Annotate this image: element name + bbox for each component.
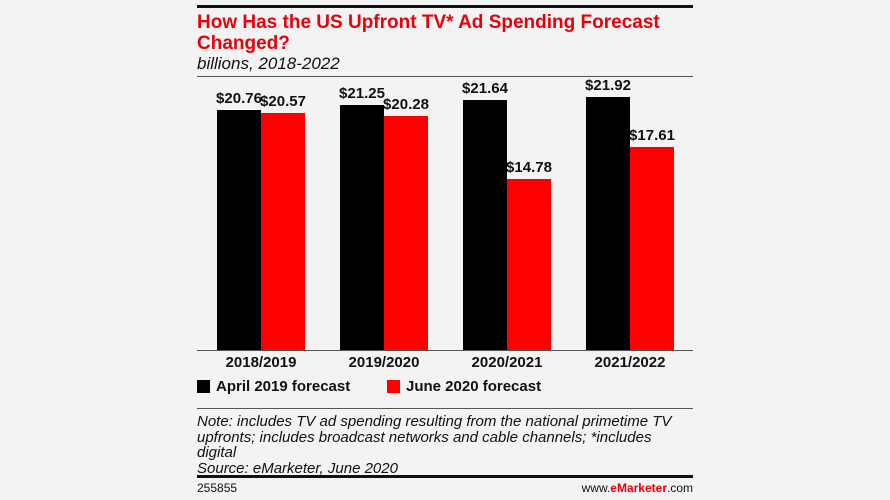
- site-suffix: .com: [666, 481, 693, 495]
- note-text: Note: includes TV ad spending resulting …: [197, 413, 672, 461]
- legend-label: June 2020 forecast: [406, 378, 542, 395]
- bar-april-2019/2020: [340, 104, 384, 350]
- legend-swatch-black: [197, 380, 210, 393]
- title-divider: [197, 76, 693, 77]
- site-prefix: www.: [581, 481, 611, 495]
- bar-april-2021/2022: [586, 96, 630, 350]
- legend-label: April 2019 forecast: [216, 378, 351, 395]
- site-url[interactable]: www.eMarketer.com: [582, 481, 693, 495]
- x-tick-label: 2018/2019: [225, 354, 297, 371]
- data-label: $20.28: [383, 95, 429, 113]
- legend-item-april: April 2019 forecast: [197, 378, 350, 395]
- bar-june-2018/2019: [261, 112, 305, 350]
- bar-june-2019/2020: [384, 115, 428, 350]
- x-axis: [197, 350, 693, 351]
- data-label: $20.57: [260, 92, 306, 110]
- chart-id: 255855: [197, 481, 238, 495]
- data-label: $14.78: [506, 159, 552, 177]
- data-label: $20.76: [216, 90, 262, 108]
- data-label: $21.92: [585, 76, 631, 94]
- note-divider: [197, 408, 693, 409]
- bar-june-2020/2021: [507, 179, 551, 350]
- data-label: $21.25: [339, 84, 385, 102]
- chart-title: How Has the US Upfront TV* Ad Spending F…: [197, 12, 660, 54]
- x-tick-label: 2021/2022: [594, 354, 666, 371]
- legend-item-june: June 2020 forecast: [387, 378, 541, 395]
- legend-swatch-red: [387, 380, 400, 393]
- note: Note: includes TV ad spending resulting …: [197, 414, 693, 476]
- bar-june-2021/2022: [630, 146, 674, 350]
- x-tick-label: 2019/2020: [348, 354, 420, 371]
- data-label: $21.64: [462, 80, 508, 98]
- x-tick-label: 2020/2021: [471, 354, 543, 371]
- site-brand: eMarketer: [610, 481, 667, 495]
- bottom-rule: [197, 475, 693, 478]
- top-rule: [197, 5, 693, 8]
- chart-subtitle: billions, 2018-2022: [197, 54, 340, 73]
- bar-april-2018/2019: [217, 110, 261, 350]
- source-text: Source: eMarketer, June 2020: [197, 459, 398, 477]
- data-label: $17.61: [629, 126, 675, 144]
- bar-april-2020/2021: [463, 100, 507, 350]
